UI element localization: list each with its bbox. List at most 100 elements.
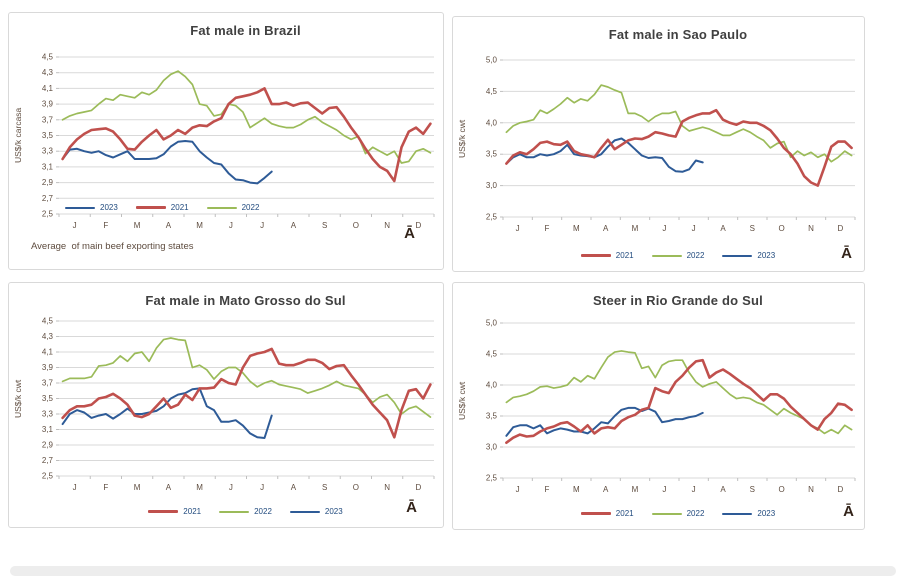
legend-item-2021: 2021 <box>580 509 634 518</box>
legend-swatch <box>206 206 237 209</box>
svg-text:4,5: 4,5 <box>42 53 54 62</box>
svg-text:J: J <box>516 485 520 494</box>
svg-text:S: S <box>322 221 327 230</box>
svg-text:O: O <box>779 224 785 233</box>
svg-text:4,5: 4,5 <box>486 350 498 359</box>
legend-swatch <box>580 254 611 257</box>
svg-text:5,0: 5,0 <box>486 56 498 65</box>
svg-text:O: O <box>353 221 359 230</box>
svg-text:A: A <box>603 485 609 494</box>
corner-glyph: Ā <box>404 225 415 242</box>
corner-glyph: Ā <box>406 499 417 516</box>
svg-text:J: J <box>73 483 77 492</box>
svg-text:D: D <box>837 224 843 233</box>
chart-title: Fat male in Sao Paulo <box>608 27 748 42</box>
svg-text:J: J <box>692 485 696 494</box>
svg-text:J: J <box>516 224 520 233</box>
chart-title: Fat male in Mato Grosso do Sul <box>145 293 346 308</box>
svg-text:O: O <box>779 485 785 494</box>
svg-text:F: F <box>545 485 550 494</box>
svg-text:N: N <box>808 485 814 494</box>
legend-label: 2021 <box>615 509 634 518</box>
legend-swatch <box>135 206 166 209</box>
svg-text:3,1: 3,1 <box>42 162 54 171</box>
chart-panel-sao-paulo: Fat male in Sao Paulo US$/k cwt 2,5 3,0 3,… <box>452 16 865 272</box>
svg-text:A: A <box>720 485 726 494</box>
legend-item-2021: 2021 <box>580 251 634 260</box>
legend-swatch <box>651 512 682 515</box>
svg-text:2,7: 2,7 <box>42 456 54 465</box>
svg-text:D: D <box>837 485 843 494</box>
chart-title: Fat male in Brazil <box>190 23 301 38</box>
chart-legend: 2021 2022 2023 <box>503 251 853 260</box>
svg-text:3,9: 3,9 <box>42 363 54 372</box>
svg-text:M: M <box>196 483 203 492</box>
legend-label: 2023 <box>757 251 776 260</box>
svg-text:4,0: 4,0 <box>486 381 498 390</box>
legend-swatch <box>580 512 611 515</box>
legend-item-2021: 2021 <box>135 203 189 212</box>
chart-panel-rio-grande-do-sul: Steer in Rio Grande do Sul US$/k cwt 2,5… <box>452 282 865 530</box>
legend-item-2022: 2022 <box>651 509 704 518</box>
svg-text:4,1: 4,1 <box>42 348 54 357</box>
legend-item-2022: 2022 <box>219 507 272 516</box>
legend-item-2022: 2022 <box>206 203 260 212</box>
svg-text:M: M <box>573 224 580 233</box>
legend-swatch <box>289 510 320 513</box>
bottom-divider-strip <box>10 566 896 576</box>
chart-title: Steer in Rio Grande do Sul <box>593 293 763 308</box>
svg-text:4,3: 4,3 <box>42 332 54 341</box>
line-chart: 2,5 3,0 3,5 4,0 4,5 5,0 J F M A M J J A S O N D <box>486 319 856 494</box>
svg-text:J: J <box>73 221 77 230</box>
svg-text:3,5: 3,5 <box>486 412 498 421</box>
svg-text:N: N <box>808 224 814 233</box>
legend-swatch <box>651 254 682 257</box>
svg-text:2,9: 2,9 <box>42 441 54 450</box>
svg-text:M: M <box>632 224 639 233</box>
svg-text:3,0: 3,0 <box>486 443 498 452</box>
svg-text:4,5: 4,5 <box>486 87 498 96</box>
svg-text:A: A <box>603 224 609 233</box>
svg-text:4,0: 4,0 <box>486 118 498 127</box>
chart-footnote: Average of main beef exporting states <box>31 241 194 252</box>
svg-text:O: O <box>353 483 359 492</box>
svg-text:S: S <box>750 485 755 494</box>
svg-text:N: N <box>384 221 390 230</box>
svg-text:3,5: 3,5 <box>42 394 54 403</box>
legend-label: 2021 <box>615 251 634 260</box>
svg-text:F: F <box>545 224 550 233</box>
svg-text:3,5: 3,5 <box>42 131 54 140</box>
svg-text:4,1: 4,1 <box>42 84 54 93</box>
legend-label: 2023 <box>757 509 776 518</box>
svg-text:N: N <box>384 483 390 492</box>
legend-item-2022: 2022 <box>651 251 704 260</box>
svg-text:3,9: 3,9 <box>42 100 54 109</box>
svg-text:J: J <box>662 224 666 233</box>
svg-text:J: J <box>662 485 666 494</box>
svg-text:A: A <box>291 483 297 492</box>
legend-swatch <box>219 510 250 513</box>
svg-text:J: J <box>692 224 696 233</box>
legend-label: 2022 <box>254 507 272 516</box>
legend-item-2021: 2021 <box>148 507 201 516</box>
legend-swatch <box>722 254 753 257</box>
legend-swatch <box>65 206 95 209</box>
svg-text:F: F <box>103 221 108 230</box>
svg-text:S: S <box>750 224 755 233</box>
svg-text:3,7: 3,7 <box>42 379 54 388</box>
svg-text:2,5: 2,5 <box>42 472 54 481</box>
line-chart: 2,5 2,7 2,9 3,1 3,3 3,5 3,7 3,9 4,1 4,3 4,5 J F M A M J J… <box>42 317 435 492</box>
legend-label: 2021 <box>183 507 202 516</box>
svg-text:3,3: 3,3 <box>42 147 54 156</box>
chart-legend: 2021 2022 2023 <box>503 509 853 518</box>
line-chart: 2,5 2,7 2,9 3,1 3,3 3,5 3,7 3,9 4,1 4,3 4,5 J F M A M J J… <box>42 53 435 230</box>
svg-text:M: M <box>196 221 203 230</box>
legend-label: 2022 <box>241 203 260 212</box>
svg-text:3,1: 3,1 <box>42 425 54 434</box>
chart-panel-brazil: Fat male in Brazil US$/k carcasa 2,5 2,7 2… <box>8 12 444 270</box>
legend-item-2023: 2023 <box>722 251 775 260</box>
line-chart: 2,5 3,0 3,5 4,0 4,5 5,0 J F M A M J J A S O N D <box>486 56 856 233</box>
legend-item-2023: 2023 <box>722 509 775 518</box>
svg-text:5,0: 5,0 <box>486 319 498 328</box>
svg-text:3,7: 3,7 <box>42 115 54 124</box>
